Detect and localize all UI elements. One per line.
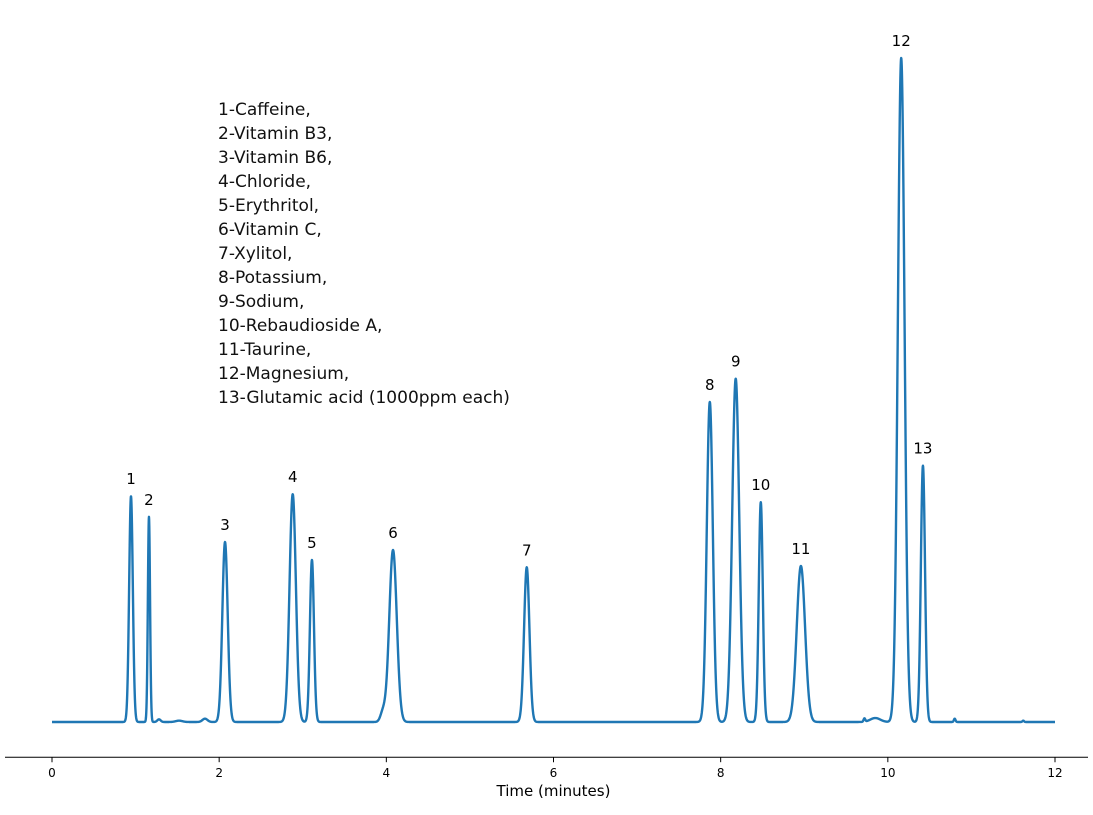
legend-entry: 4-Chloride,	[218, 172, 312, 192]
peak-label: 13	[913, 440, 932, 458]
legend-entry: 9-Sodium,	[218, 292, 305, 312]
x-tick-label: 2	[215, 766, 223, 780]
legend-entry: 10-Rebaudioside A,	[218, 316, 383, 336]
peak-label: 9	[731, 353, 741, 371]
legend-entry: 1-Caffeine,	[218, 100, 311, 120]
peak-label: 5	[307, 534, 317, 552]
peak-label: 8	[705, 376, 715, 394]
peak-label: 3	[220, 516, 230, 534]
x-tick-label: 12	[1047, 766, 1062, 780]
x-tick-label: 4	[383, 766, 391, 780]
peak-label: 11	[791, 540, 810, 558]
legend-entry: 5-Erythritol,	[218, 196, 320, 216]
peak-legend: 1-Caffeine, 2-Vitamin B3, 3-Vitamin B6, 4-C…	[218, 98, 510, 410]
peak-label: 1	[126, 470, 136, 488]
peak-label: 12	[892, 32, 911, 50]
peak-label: 10	[751, 476, 770, 494]
legend-entry: 3-Vitamin B6,	[218, 148, 333, 168]
x-tick-label: 0	[48, 766, 56, 780]
x-tick-label: 10	[880, 766, 895, 780]
legend-entry: 8-Potassium,	[218, 268, 328, 288]
legend-entry: 6-Vitamin C,	[218, 220, 322, 240]
x-tick-label: 6	[550, 766, 558, 780]
peak-label: 6	[388, 524, 398, 542]
x-axis-label: Time (minutes)	[496, 782, 611, 800]
legend-entry: 2-Vitamin B3,	[218, 124, 333, 144]
legend-entry: 7-Xylitol,	[218, 244, 293, 264]
chromatogram-trace	[50, 56, 1057, 724]
peak-label: 7	[522, 541, 532, 559]
x-tick-label: 8	[717, 766, 725, 780]
legend-entry: 12-Magnesium,	[218, 364, 350, 384]
legend-entry: 11-Taurine,	[218, 340, 312, 360]
peak-label: 4	[288, 468, 298, 486]
legend-entry: 13-Glutamic acid (1000ppm each)	[218, 388, 510, 408]
peak-label: 2	[144, 491, 154, 509]
